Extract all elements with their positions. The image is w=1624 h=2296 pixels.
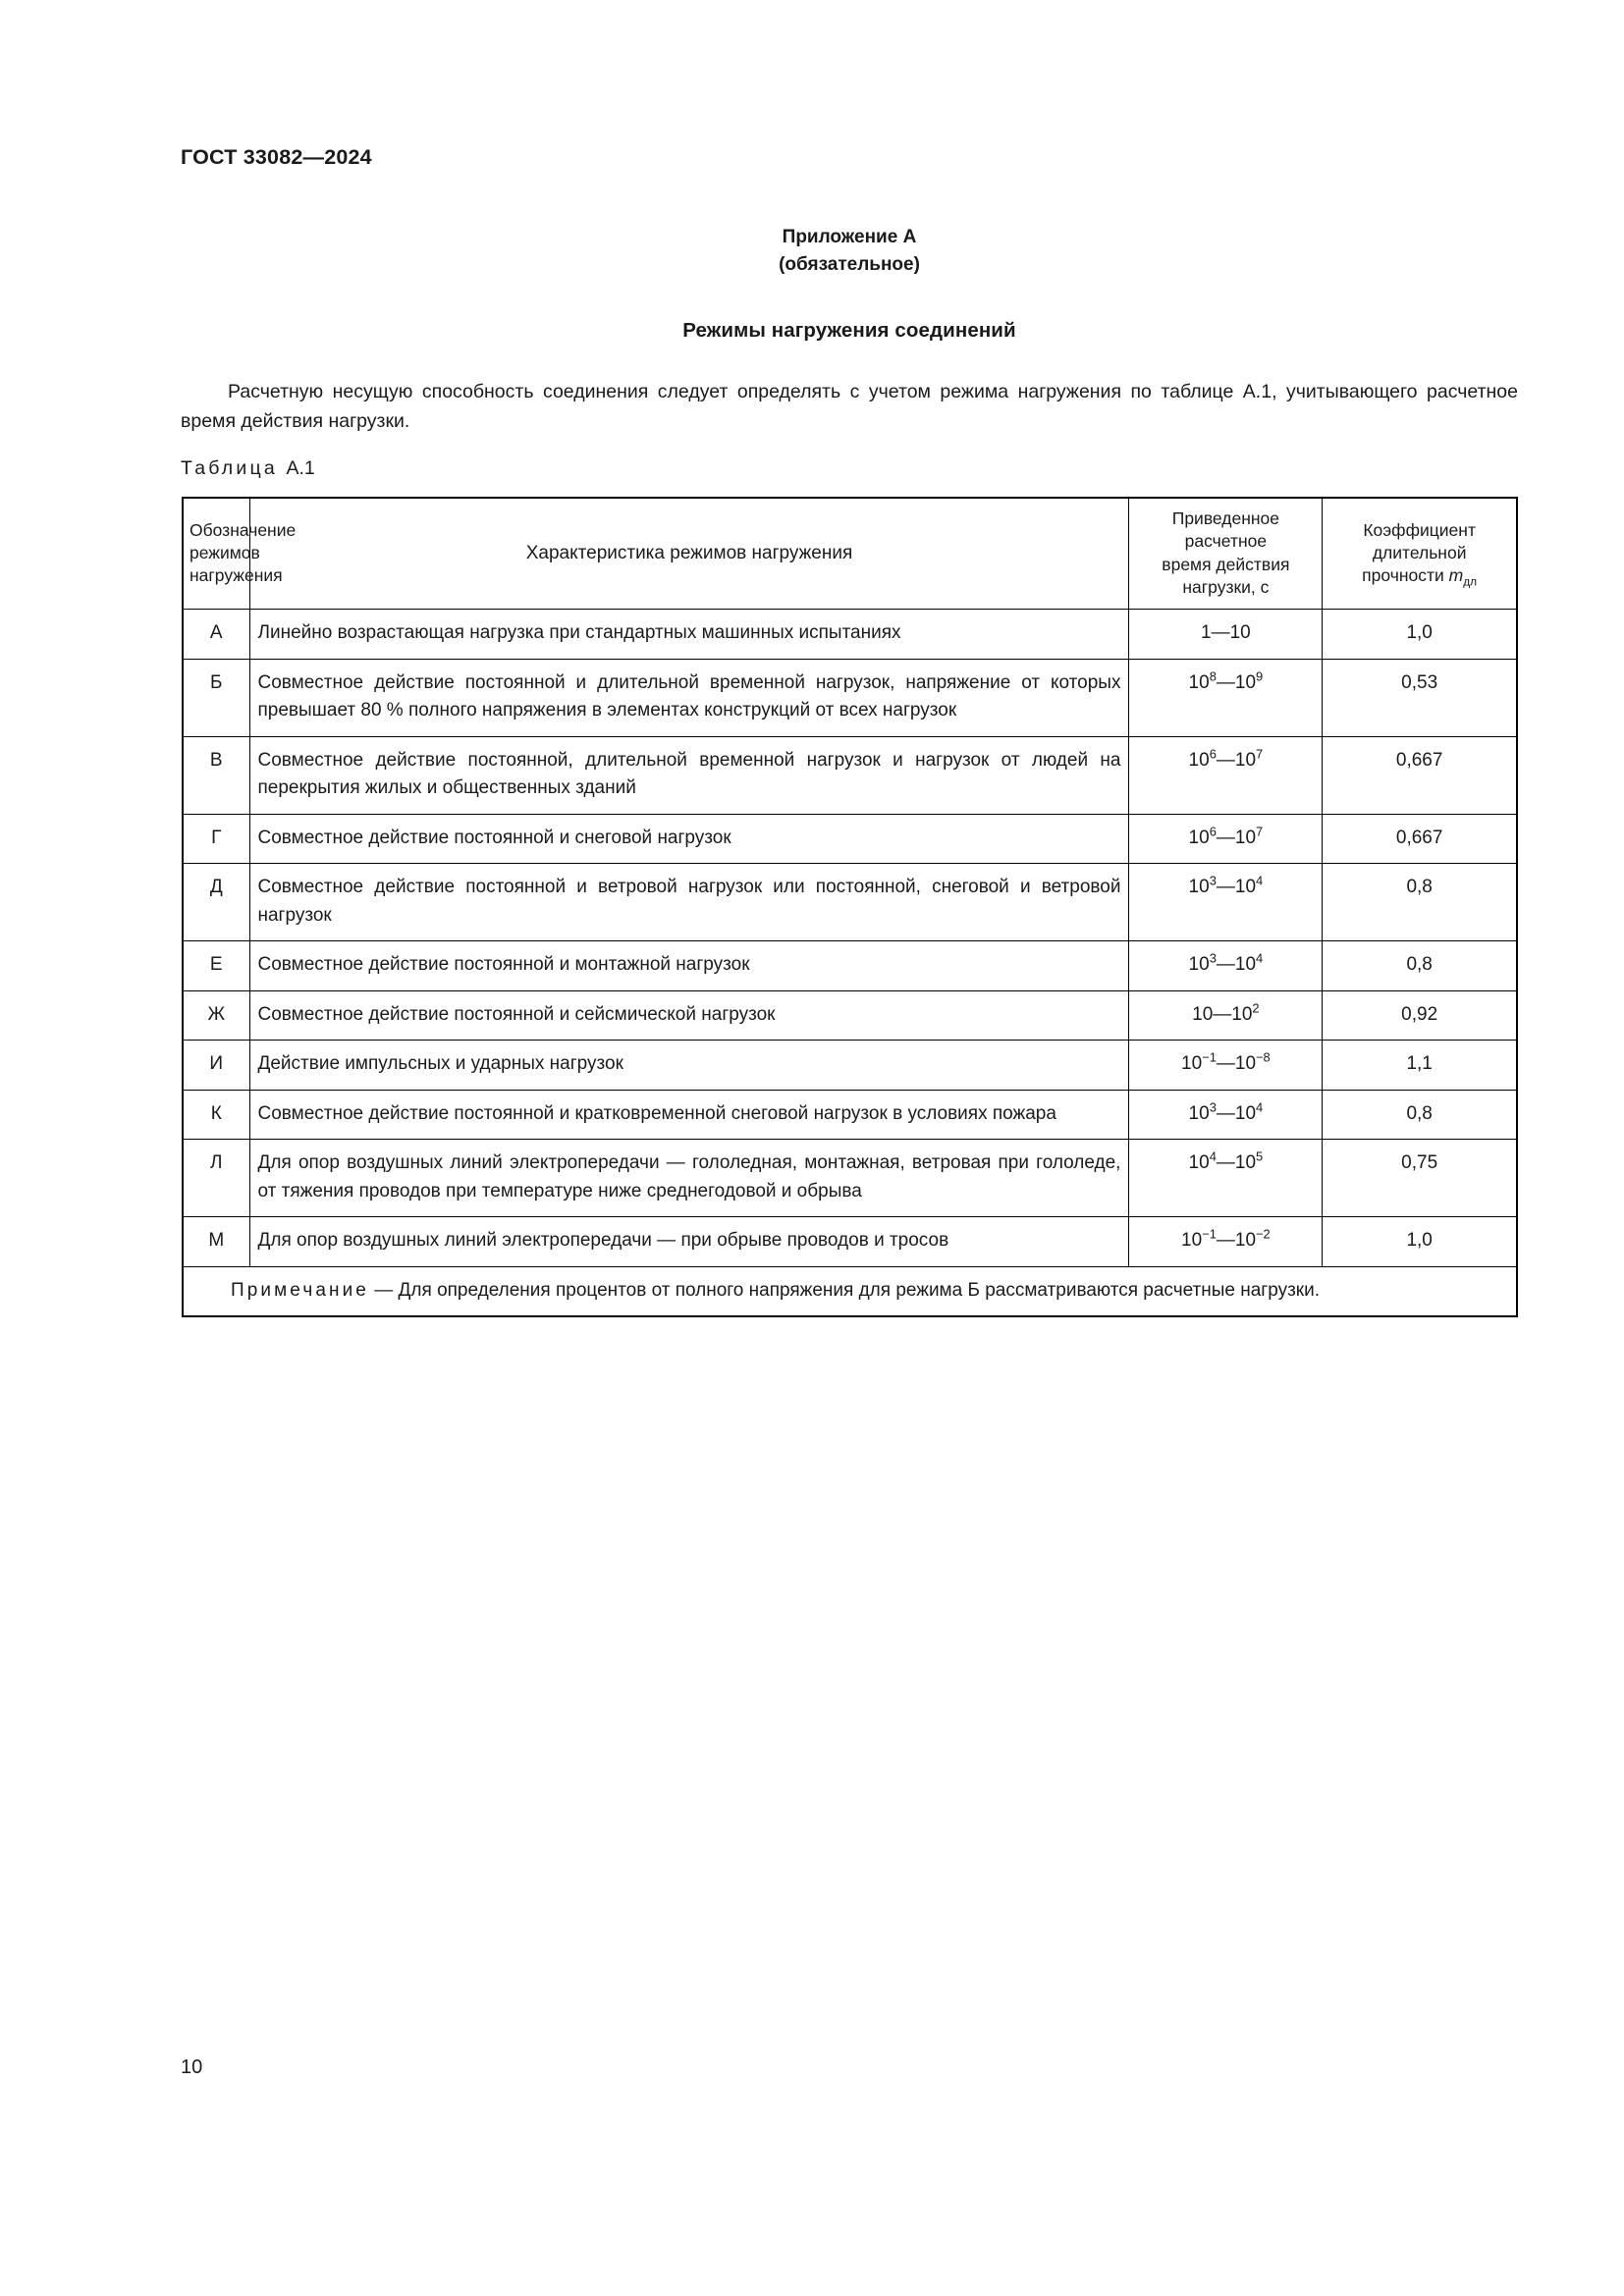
table-row: К Совместное действие постоянной и кратк…	[182, 1089, 1518, 1141]
cell-coefficient: 1,0	[1322, 609, 1518, 660]
annex-subtitle: (обязательное)	[779, 253, 920, 275]
cell-coefficient: 1,0	[1322, 1216, 1518, 1267]
page-number: 10	[181, 2056, 203, 2078]
cell-mode-code: К	[182, 1089, 250, 1141]
table-row: М Для опор воздушных линий электропереда…	[182, 1216, 1518, 1267]
cell-mode-code: Г	[182, 813, 250, 865]
annex-heading: Приложение А (обязательное)	[181, 224, 1518, 279]
table-row: Ж Совместное действие постоянной и сейсм…	[182, 989, 1518, 1041]
column-header-mode-designation: Обозначение режимов нагружения	[182, 497, 296, 611]
cell-mode-code: В	[182, 735, 250, 815]
cell-description: Для опор воздушных линий электропередачи…	[248, 1139, 1130, 1218]
table-caption-label: Таблица	[181, 457, 278, 479]
table-note-row: Примечание — Для определения процентов о…	[182, 1265, 1518, 1317]
cell-description: Совместное действие постоянной и ветрово…	[248, 863, 1130, 942]
column-header-long-term-strength-coefficient: Коэффициент длительной прочности mдл	[1322, 497, 1518, 611]
symbol-m: m	[1448, 565, 1464, 586]
header-line-3: время действия	[1162, 554, 1290, 574]
cell-coefficient: 1,1	[1322, 1040, 1518, 1091]
cell-mode-code: Л	[182, 1139, 250, 1218]
header-line-1: Коэффициент	[1363, 519, 1476, 540]
table-row: Г Совместное действие постоянной и снего…	[182, 813, 1518, 865]
cell-description: Совместное действие постоянной и монтажн…	[248, 940, 1130, 991]
cell-mode-code: Д	[182, 863, 250, 942]
cell-time-range: 1—10	[1128, 609, 1324, 660]
cell-time-range: 103—104	[1128, 1089, 1324, 1141]
cell-time-range: 103—104	[1128, 940, 1324, 991]
cell-coefficient: 0,8	[1322, 940, 1518, 991]
table-note: Примечание — Для определения процентов о…	[182, 1265, 1518, 1317]
header-line-4: нагрузки, с	[1182, 576, 1270, 597]
cell-coefficient: 0,8	[1322, 863, 1518, 942]
cell-description: Линейно возрастающая нагрузка при станда…	[248, 609, 1130, 660]
table-row: А Линейно возрастающая нагрузка при стан…	[182, 609, 1518, 660]
cell-description: Совместное действие постоянной и кратков…	[248, 1089, 1130, 1141]
cell-coefficient: 0,8	[1322, 1089, 1518, 1141]
cell-time-range: 106—107	[1128, 813, 1324, 865]
header-line-1: Обозначение	[189, 519, 297, 540]
cell-coefficient: 0,92	[1322, 989, 1518, 1041]
cell-mode-code: М	[182, 1216, 250, 1267]
annex-title: Приложение А	[782, 227, 917, 247]
section-title: Режимы нагружения соединений	[682, 319, 1016, 342]
subscript-dl: дл	[1463, 574, 1478, 589]
column-header-mode-characteristics: Характеристика режимов нагружения	[248, 497, 1130, 611]
cell-description: Совместное действие постоянной и сейсмич…	[248, 989, 1130, 1041]
cell-coefficient: 0,75	[1322, 1139, 1518, 1218]
table-row: Д Совместное действие постоянной и ветро…	[182, 863, 1518, 942]
header-line-2: длительной	[1372, 542, 1467, 562]
cell-description: Совместное действие постоянной и снегово…	[248, 813, 1130, 865]
running-header-standard-number: ГОСТ 33082—2024	[181, 145, 372, 169]
cell-time-range: 106—107	[1128, 735, 1324, 815]
table-header-row: Обозначение режимов нагружения Характери…	[182, 497, 1518, 611]
cell-mode-code: Ж	[182, 989, 250, 1041]
cell-time-range: 10—102	[1128, 989, 1324, 1041]
header-line-3: нагружения	[189, 565, 283, 586]
cell-description: Для опор воздушных линий электропередачи…	[248, 1216, 1130, 1267]
cell-mode-code: И	[182, 1040, 250, 1091]
cell-description: Совместное действие постоянной и длитель…	[248, 658, 1130, 737]
table-caption-number: А.1	[286, 457, 315, 479]
cell-time-range: 103—104	[1128, 863, 1324, 942]
table-row: Е Совместное действие постоянной и монта…	[182, 940, 1518, 991]
header-line-2: режимов	[189, 542, 260, 562]
cell-time-range: 104—105	[1128, 1139, 1324, 1218]
table-row: Л Для опор воздушных линий электропереда…	[182, 1139, 1518, 1218]
note-label: Примечание	[231, 1279, 369, 1301]
table-a1: Обозначение режимов нагружения Характери…	[182, 497, 1518, 1318]
note-text: — Для определения процентов от полного н…	[368, 1279, 1320, 1301]
table-row: И Действие импульсных и ударных нагрузок…	[182, 1040, 1518, 1091]
cell-description: Действие импульсных и ударных нагрузок	[248, 1040, 1130, 1091]
header-line-1: Приведенное	[1171, 508, 1280, 528]
cell-mode-code: Е	[182, 940, 250, 991]
intro-paragraph: Расчетную несущую способность соединения…	[181, 381, 1518, 432]
cell-time-range: 10−1—10−2	[1128, 1216, 1324, 1267]
cell-coefficient: 0,53	[1322, 658, 1518, 737]
cell-time-range: 10−1—10−8	[1128, 1040, 1324, 1091]
cell-mode-code: А	[182, 609, 250, 660]
cell-coefficient: 0,667	[1322, 813, 1518, 865]
cell-description: Совместное действие постоянной, длительн…	[248, 735, 1130, 815]
header-line-2: расчетное	[1184, 531, 1268, 552]
table-row: Б Совместное действие постоянной и длите…	[182, 658, 1518, 737]
cell-coefficient: 0,667	[1322, 735, 1518, 815]
column-header-reduced-design-time: Приведенное расчетное время действия наг…	[1128, 497, 1324, 611]
table-caption: Таблица А.1	[181, 457, 315, 480]
table-body: А Линейно возрастающая нагрузка при стан…	[182, 609, 1518, 1317]
header-line-3: прочности	[1362, 565, 1449, 586]
cell-time-range: 108—109	[1128, 658, 1324, 737]
cell-mode-code: Б	[182, 658, 250, 737]
table-row: В Совместное действие постоянной, длител…	[182, 735, 1518, 815]
